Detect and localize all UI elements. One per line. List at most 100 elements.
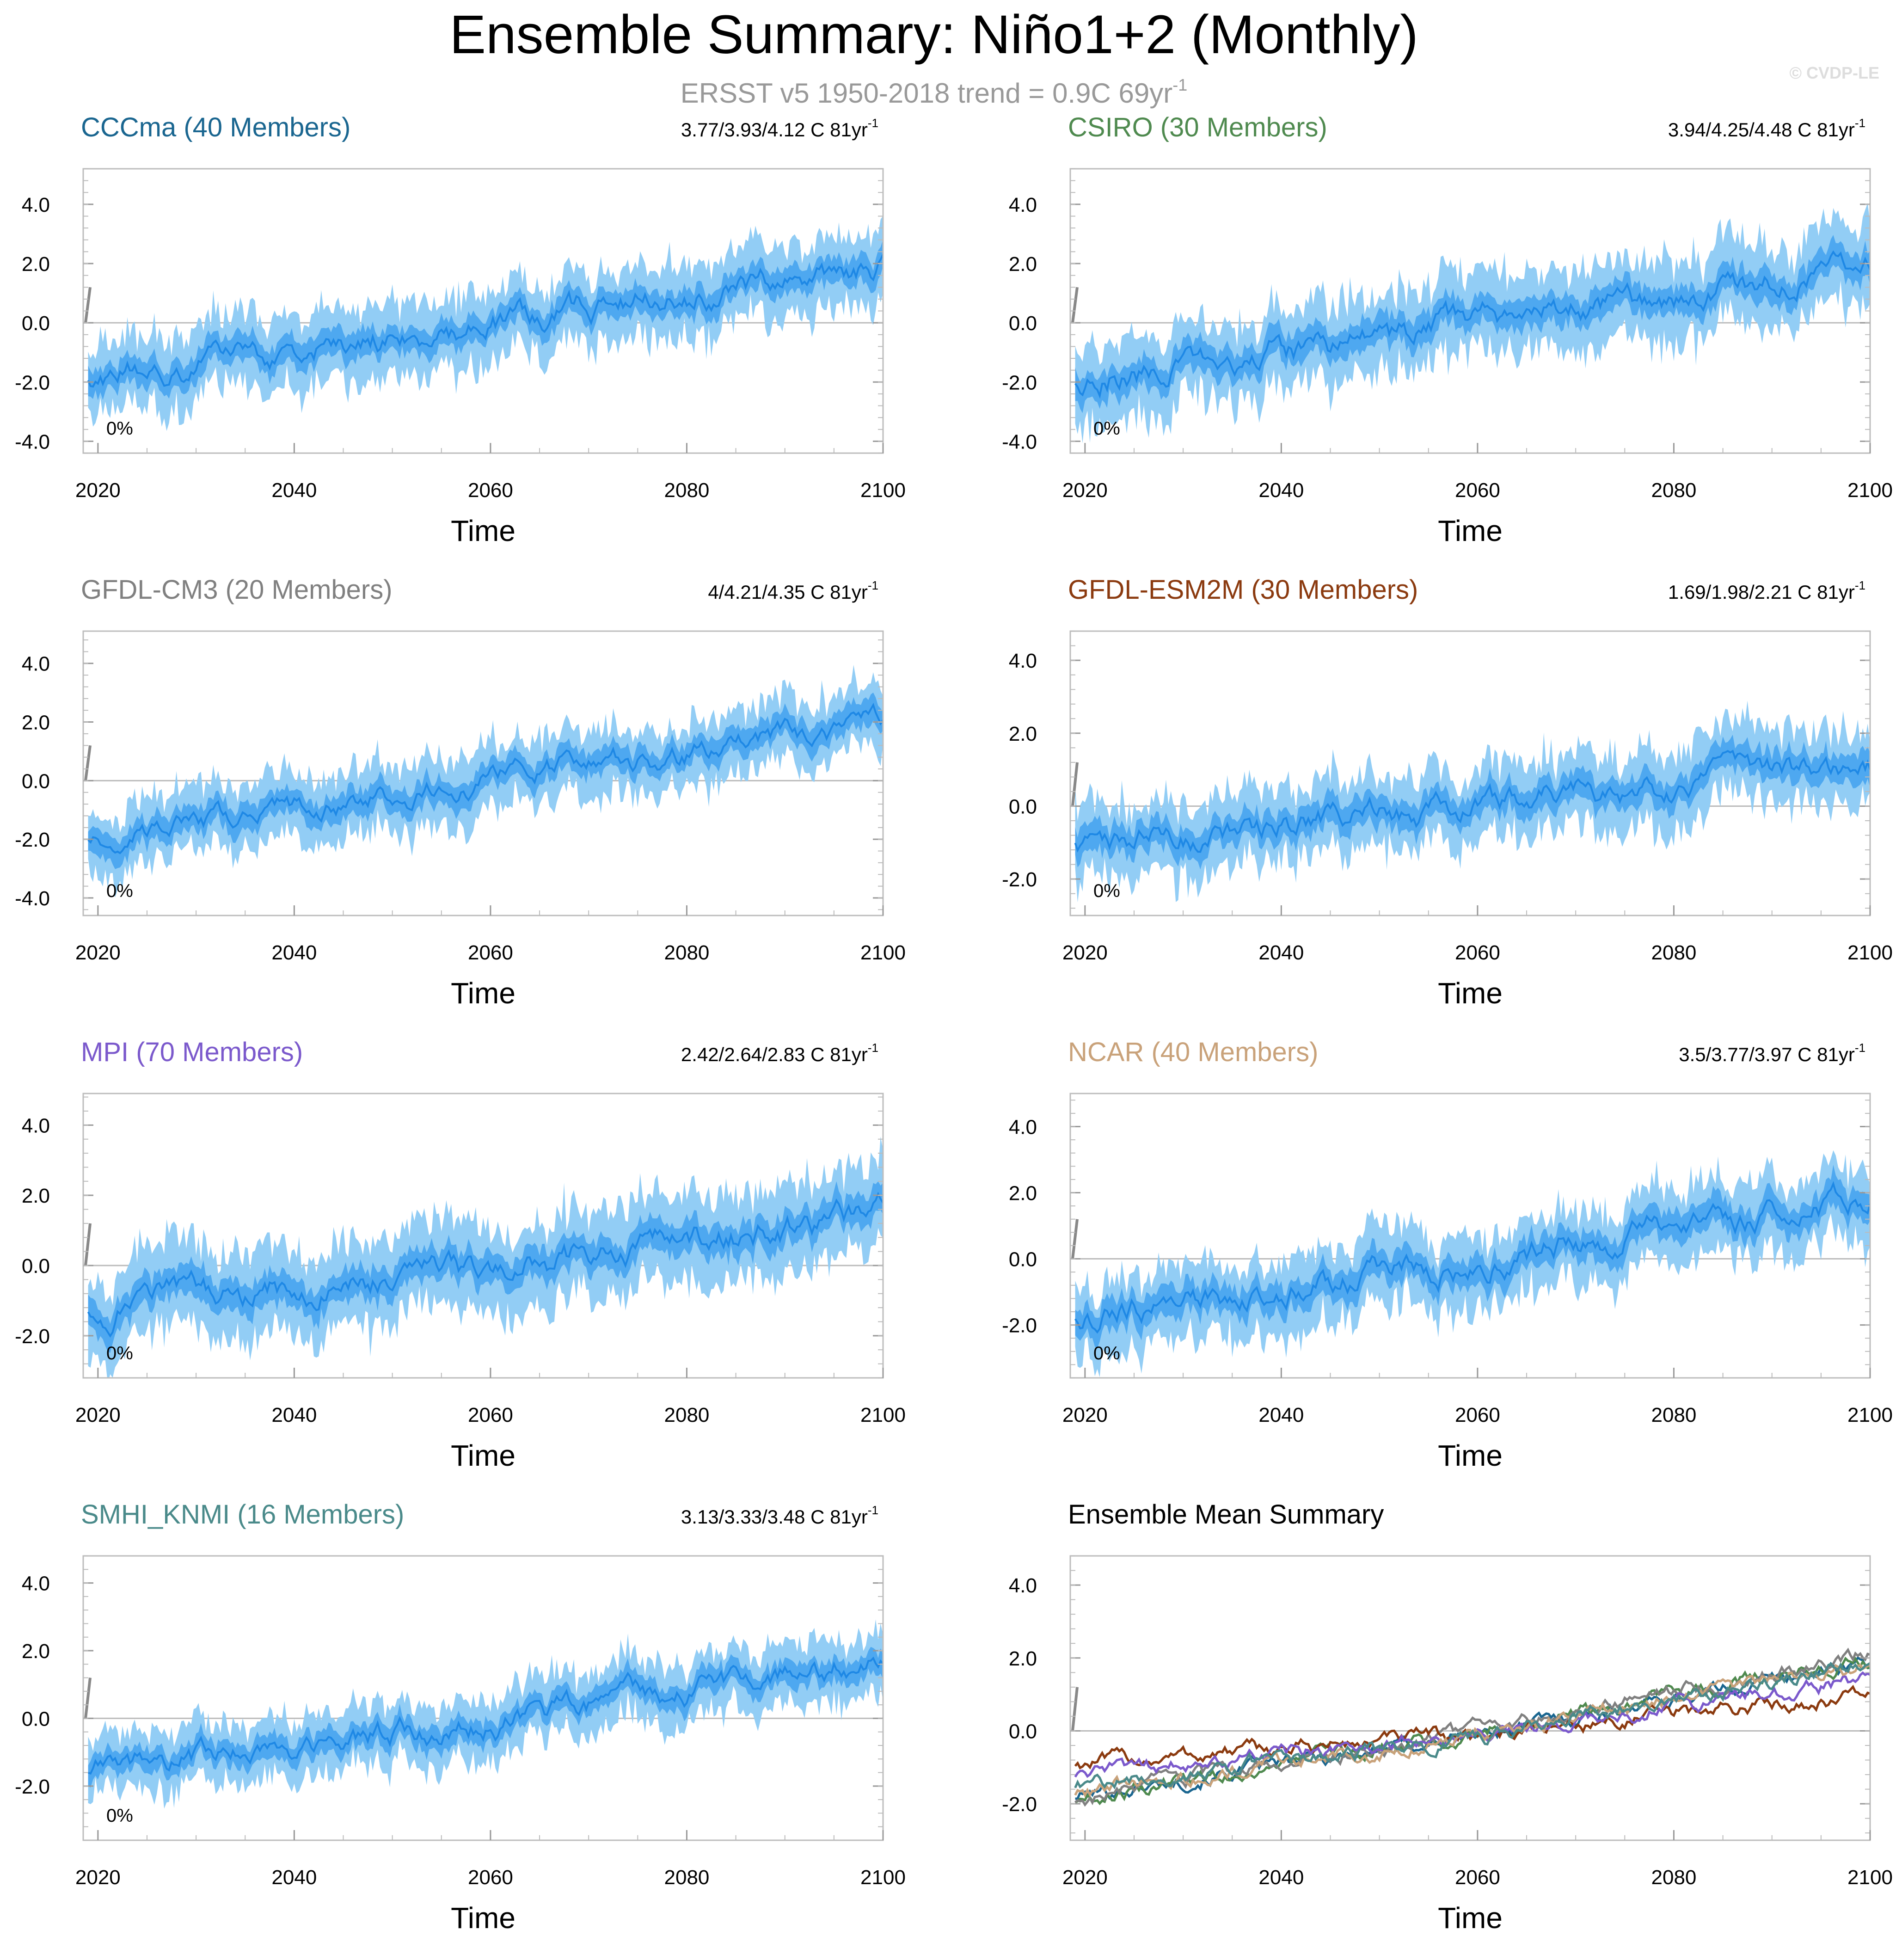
y-tick-label: 4.0	[22, 1114, 50, 1137]
pct-label: 0%	[1093, 881, 1120, 901]
x-axis-label: Time	[451, 1439, 515, 1472]
ensemble-mean-line	[1074, 750, 1870, 853]
y-tick-label: 2.0	[22, 1640, 50, 1663]
plot-frame	[1069, 1555, 1871, 1841]
y-tick-label: 4.0	[1009, 650, 1037, 672]
panel-trend-sup: -1	[868, 116, 878, 130]
observed-trend-mark	[1071, 1687, 1079, 1731]
plot-area	[1070, 1647, 1870, 1807]
spread-band-outer	[88, 215, 883, 431]
pct-label: 0%	[106, 418, 133, 439]
observed-trend-mark	[84, 1223, 92, 1266]
ensemble-mean-line	[87, 702, 883, 854]
panel-trend: 3.5/3.77/3.97 C 81yr-1	[1679, 1041, 1865, 1065]
x-tick-label: 2040	[1258, 1404, 1304, 1426]
x-tick-label: 2060	[1455, 1404, 1500, 1426]
ensemble-mean-line	[87, 254, 883, 388]
y-tick-label: -2.0	[1002, 1793, 1037, 1816]
x-axis-label: Time	[451, 977, 515, 1010]
panel-trend-sup: -1	[1855, 1041, 1865, 1055]
panel-title: NCAR (40 Members)	[1068, 1037, 1318, 1067]
y-tick-label: 4.0	[1009, 194, 1037, 216]
y-tick-label: 0.0	[22, 312, 50, 335]
pct-label: 0%	[1093, 1343, 1120, 1364]
panel-7: SMHI_KNMI (16 Members) 3.13/3.33/3.48 C 8…	[15, 1499, 906, 1935]
x-tick-label: 2080	[664, 941, 710, 964]
observed-trend-mark	[1071, 762, 1079, 806]
y-tick-label: 2.0	[1009, 723, 1037, 745]
x-tick-label: 2100	[860, 1866, 906, 1889]
x-tick-label: 2020	[75, 1404, 121, 1426]
x-tick-label: 2040	[271, 941, 317, 964]
observed-trend-mark	[84, 1677, 92, 1719]
x-tick-label: 2040	[271, 479, 317, 502]
y-tick-label: 0.0	[1009, 1720, 1037, 1743]
panel-trend-text: 4/4.21/4.35 C 81yr	[708, 581, 868, 603]
ensemble-mean-line	[1074, 250, 1870, 399]
spread-band-inner	[88, 1647, 883, 1788]
x-tick-label: 2020	[1062, 941, 1108, 964]
y-tick-label: 4.0	[22, 194, 50, 216]
plot-area	[83, 1137, 883, 1378]
y-tick-label: 0.0	[1009, 1248, 1037, 1271]
x-tick-label: 2100	[860, 941, 906, 964]
x-tick-label: 2080	[1651, 1866, 1697, 1889]
panel-title: GFDL-CM3 (20 Members)	[81, 575, 393, 605]
subtitle-text: ERSST v5 1950-2018 trend = 0.9C 69yr	[681, 78, 1173, 109]
x-axis-label: Time	[1438, 1901, 1503, 1935]
x-tick-label: 2040	[1258, 941, 1304, 964]
panel-trend: 3.94/4.25/4.48 C 81yr-1	[1668, 116, 1865, 141]
y-tick-label: -4.0	[15, 887, 50, 910]
plot-frame	[1069, 1093, 1871, 1379]
x-tick-label: 2080	[664, 479, 710, 502]
panel-trend-sup: -1	[1855, 578, 1865, 592]
x-tick-label: 2080	[664, 1404, 710, 1426]
y-tick-label: -2.0	[15, 1776, 50, 1798]
y-tick-label: 0.0	[1009, 312, 1037, 335]
pct-label: 0%	[1093, 418, 1120, 439]
x-axis-label: Time	[1438, 977, 1503, 1010]
panel-trend-text: 2.42/2.64/2.83 C 81yr	[681, 1044, 868, 1065]
x-tick-label: 2040	[271, 1866, 317, 1889]
panel-trend-sup: -1	[1855, 116, 1865, 130]
panels: CCCma (40 Members) 3.77/3.93/4.12 C 81yr-…	[15, 112, 1893, 1935]
panel-5: MPI (70 Members) 2.42/2.64/2.83 C 81yr-1 4…	[15, 1037, 906, 1472]
observed-trend-mark	[84, 287, 92, 323]
x-tick-label: 2060	[1455, 479, 1500, 502]
panel-3: GFDL-CM3 (20 Members) 4/4.21/4.35 C 81yr -…	[15, 575, 906, 1010]
x-tick-label: 2060	[468, 479, 513, 502]
x-tick-label: 2100	[860, 479, 906, 502]
panel-title: MPI (70 Members)	[81, 1037, 303, 1067]
x-tick-label: 2080	[1651, 479, 1697, 502]
x-tick-label: 2020	[75, 941, 121, 964]
panel-1: CCCma (40 Members) 3.77/3.93/4.12 C 81yr-…	[15, 112, 906, 547]
y-tick-label: 2.0	[22, 712, 50, 734]
plot-frame	[82, 1555, 884, 1841]
panel-title: GFDL-ESM2M (30 Members)	[1068, 575, 1418, 605]
y-tick-label: -4.0	[15, 430, 50, 453]
x-tick-label: 2020	[75, 479, 121, 502]
ensemble-mean-line	[87, 1656, 883, 1775]
spread-band-inner	[88, 692, 883, 869]
y-tick-label: -2.0	[15, 829, 50, 851]
y-tick-label: 4.0	[22, 653, 50, 676]
subtitle: ERSST v5 1950-2018 trend = 0.9C 69yr-1	[681, 75, 1188, 109]
panel-trend-text: 3.13/3.33/3.48 C 81yr	[681, 1506, 868, 1528]
spread-band-inner	[1075, 734, 1870, 870]
y-tick-label: 0.0	[22, 770, 50, 793]
panel-8: Ensemble Mean Summary 4.0 2.0 0.0 -2.0 2020 20…	[1002, 1499, 1893, 1935]
panel-6: NCAR (40 Members) 3.5/3.77/3.97 C 81yr-1 4…	[1002, 1037, 1893, 1472]
pct-label: 0%	[106, 1806, 133, 1826]
x-tick-label: 2080	[1651, 941, 1697, 964]
pct-label: 0%	[106, 1343, 133, 1364]
x-tick-label: 2020	[1062, 1404, 1108, 1426]
panel-title: SMHI_KNMI (16 Members)	[81, 1499, 404, 1530]
y-tick-label: 0.0	[22, 1255, 50, 1278]
x-tick-label: 2100	[860, 1404, 906, 1426]
plot-area	[1070, 1150, 1870, 1377]
y-tick-label: 0.0	[1009, 795, 1037, 818]
y-tick-label: 2.0	[22, 253, 50, 276]
x-tick-label: 2100	[1847, 1404, 1893, 1426]
panel-title: Ensemble Mean Summary	[1068, 1499, 1384, 1530]
